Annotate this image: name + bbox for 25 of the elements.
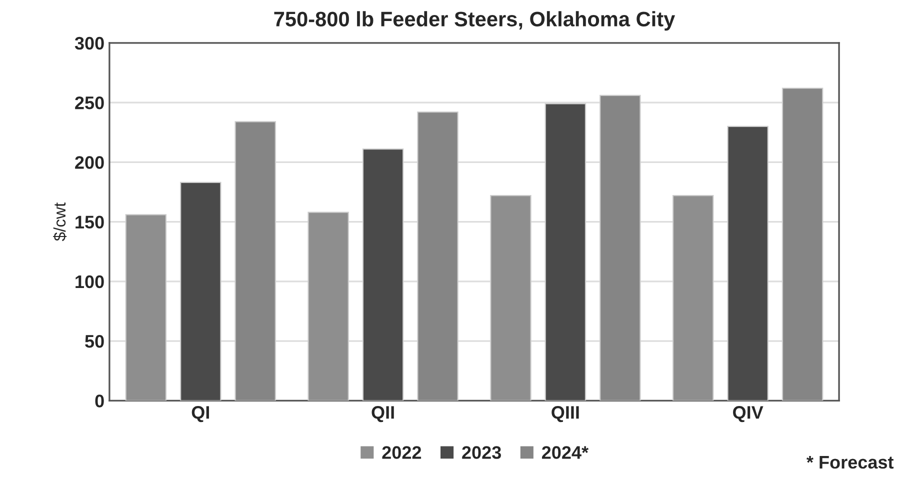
y-tick-label: 150 (76, 216, 104, 229)
bar (125, 214, 167, 401)
bar (672, 195, 714, 401)
bar (417, 112, 458, 401)
legend-label: 2024* (542, 446, 589, 459)
x-tick-label: QI (192, 406, 209, 422)
y-tick-label: 300 (74, 36, 104, 50)
y-tick-label: 200 (75, 156, 104, 169)
legend-label: 2023 (462, 446, 501, 459)
bar (600, 94, 641, 401)
bar (782, 88, 824, 401)
y-tick-label: 50 (85, 334, 104, 348)
y-tick-label: 100 (76, 275, 104, 288)
x-tick-label: QIV (733, 406, 764, 422)
text: * Forecast (806, 456, 894, 469)
chart-title: 750-800 lb Feeder Steers, Oklahoma City (274, 11, 676, 31)
x-tick-label: QII (372, 406, 394, 422)
y-tick-label: 0 (95, 394, 104, 408)
y-tick-label: 250 (75, 96, 104, 110)
x-tick-label: QIII (552, 406, 579, 422)
legend-label: 2022 (382, 446, 422, 459)
bar (490, 195, 532, 401)
y-axis-title: $/cwt (53, 202, 67, 242)
bar (308, 212, 349, 401)
bar (234, 121, 276, 401)
